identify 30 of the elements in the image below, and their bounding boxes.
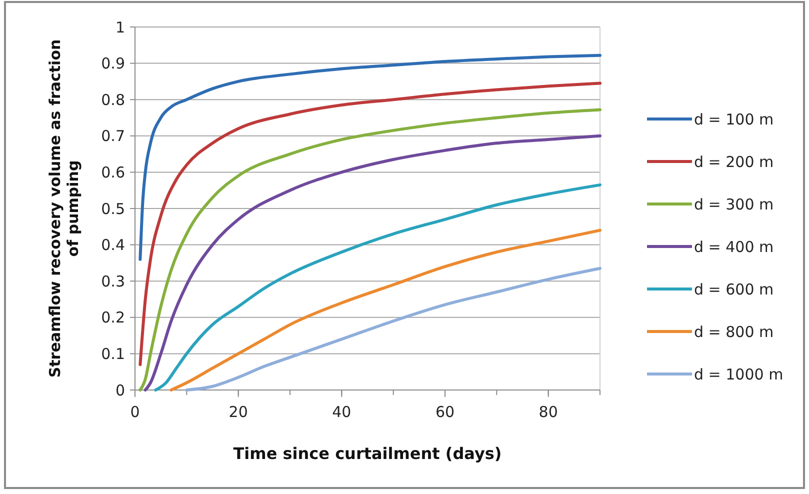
y-tick-label: 0.1 (101, 344, 125, 363)
legend-label: d = 100 m (694, 110, 774, 128)
legend-label: d = 200 m (694, 152, 774, 171)
y-tick-label: 0.9 (101, 54, 125, 73)
y-tick-label: 0.2 (101, 308, 125, 327)
legend-label: d = 1000 m (694, 365, 784, 384)
legend-label: d = 300 m (694, 195, 774, 214)
line-series (138, 82, 602, 366)
y-axis-title: Streamflow recovery volume as fraction of pumping (46, 39, 82, 378)
y-tick-label: 0.3 (101, 272, 125, 290)
x-tick-label: 60 (435, 403, 455, 421)
y-tick-label: 0.8 (101, 90, 125, 109)
line-series (185, 266, 602, 392)
y-tick-label: 0.7 (101, 127, 125, 146)
legend-label: d = 600 m (694, 280, 774, 298)
legend-label: d = 400 m (694, 238, 774, 256)
x-tick-label: 0 (130, 403, 140, 421)
line-series (154, 183, 602, 392)
x-tick-label: 20 (228, 403, 248, 421)
x-tick-label: 40 (332, 403, 352, 421)
x-tick-label: 80 (538, 403, 558, 421)
y-tick-label: 0.4 (101, 236, 125, 254)
line-series (138, 54, 602, 261)
y-tick-label: 1 (115, 18, 125, 36)
y-tick-label: 0 (115, 381, 125, 400)
line-series (170, 228, 602, 392)
y-tick-label: 0.5 (101, 200, 125, 218)
legend-label: d = 800 m (694, 322, 774, 341)
x-axis-title: Time since curtailment (days) (233, 444, 502, 463)
y-tick-label: 0.6 (101, 163, 125, 182)
